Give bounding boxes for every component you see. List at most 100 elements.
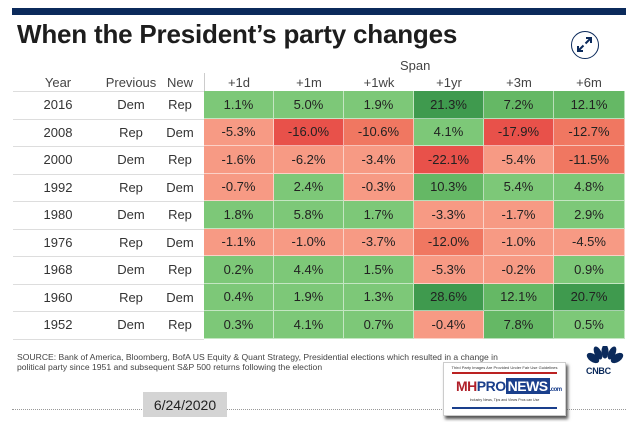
row-previous-label: Rep [119, 289, 143, 305]
expand-arrows-icon [577, 37, 592, 52]
row-year-label: 1976 [43, 234, 73, 250]
watermark-red-line [452, 372, 557, 374]
heatmap-cell: 1.9% [344, 91, 414, 119]
cnbc-peacock-logo-icon [586, 346, 624, 364]
heatmap-cell: -1.7% [484, 201, 554, 229]
heatmap-cell: 20.7% [554, 283, 625, 311]
heatmap-cell: -3.4% [344, 146, 414, 174]
heatmap-cell: -3.3% [414, 201, 484, 229]
row-new-label: Rep [168, 97, 192, 112]
heatmap-cell: -12.0% [414, 228, 484, 256]
column-header: +1yr [436, 75, 462, 90]
heatmap-cell: -22.1% [414, 146, 484, 174]
row-divider [13, 338, 204, 340]
heatmap-cell: -10.6% [344, 118, 414, 146]
heatmap-cell: 28.6% [414, 283, 484, 311]
cnbc-logo-text: CNBC [586, 366, 611, 376]
row-year-label: 1992 [43, 179, 73, 195]
chart-title: When the President’s party changes [17, 19, 458, 49]
row-year-label: 1960 [43, 289, 73, 305]
source-note: SOURCE: Bank of America, Bloomberg, BofA… [17, 352, 577, 372]
heatmap-cell: 0.4% [204, 283, 274, 311]
watermark-blue-line [452, 407, 557, 409]
watermark-brand-com: .com [549, 387, 563, 393]
heatmap-cell: -5.3% [204, 118, 274, 146]
watermark-brand-mh: MH [456, 378, 477, 394]
column-header: Year [44, 75, 72, 90]
row-new-label: Dem [166, 124, 194, 140]
heatmap-cell: 5.0% [274, 91, 344, 119]
heatmap-cell: 1.8% [204, 201, 274, 229]
top-accent-bar [12, 8, 626, 15]
column-header: +6m [576, 75, 602, 90]
watermark-caption: Third Party Images Are Provided Under Fa… [451, 365, 558, 370]
heatmap-cell: 0.7% [344, 311, 414, 339]
row-new-label: Dem [166, 234, 194, 250]
row-previous-label: Rep [119, 124, 143, 140]
row-previous-label: Dem [117, 262, 145, 277]
row-previous-label: Dem [117, 97, 145, 112]
heatmap-cell: 4.8% [554, 173, 625, 201]
column-header: +1m [296, 75, 322, 90]
heatmap-cell: 4.4% [274, 256, 344, 284]
heatmap-cell: 5.8% [274, 201, 344, 229]
row-previous-label: Rep [119, 234, 143, 250]
row-divider [13, 173, 204, 175]
heatmap-cell: 7.2% [484, 91, 554, 119]
row-divider [13, 118, 204, 120]
date-label: 6/24/2020 [143, 392, 227, 417]
row-divider [13, 146, 204, 147]
row-previous-label: Dem [117, 317, 145, 332]
heatmap-cell: 4.1% [414, 118, 484, 146]
heatmap-cell: -12.7% [554, 118, 625, 146]
heatmap-cell: 0.2% [204, 256, 274, 284]
heatmap-cell: 5.4% [484, 173, 554, 201]
row-new-label: Dem [166, 179, 194, 195]
heatmap-cell: 2.4% [274, 173, 344, 201]
watermark-brand: MHPRO NEWS .com [456, 378, 562, 394]
row-divider [13, 311, 204, 312]
heatmap-cell: 4.1% [274, 311, 344, 339]
heatmap-cell: 0.9% [554, 256, 625, 284]
watermark-tagline: Industry News, Tips and Views Pros can U… [469, 398, 540, 402]
watermark-brand-news: NEWS [505, 378, 550, 394]
heatmap-cell: 10.3% [414, 173, 484, 201]
column-header: +1wk [363, 75, 395, 90]
row-new-label: Rep [168, 317, 192, 332]
heatmap-cell: -1.0% [484, 228, 554, 256]
heatmap-cell: 1.9% [274, 283, 344, 311]
heatmap-cell: -0.7% [204, 173, 274, 201]
heatmap-cell: 0.3% [204, 311, 274, 339]
row-year-label: 2016 [43, 97, 73, 112]
header-separator [204, 73, 205, 91]
column-header: +1d [227, 75, 251, 90]
heatmap-cell: -1.6% [204, 146, 274, 174]
span-label: Span [400, 58, 431, 73]
row-previous-label: Rep [119, 179, 143, 195]
row-new-label: Rep [168, 207, 192, 222]
heatmap-cell: 7.8% [484, 311, 554, 339]
heatmap-cell: 1.1% [204, 91, 274, 119]
heatmap-cell: -1.0% [274, 228, 344, 256]
row-new-label: Rep [168, 262, 192, 277]
heatmap-cell: -1.1% [204, 228, 274, 256]
column-header: New [166, 75, 193, 90]
row-divider [13, 256, 204, 257]
watermark-brand-pro: PRO [476, 378, 506, 394]
row-year-label: 2008 [43, 124, 73, 140]
heatmap-cell: -5.3% [414, 256, 484, 284]
expand-button[interactable] [571, 31, 599, 59]
heatmap-cell: -16.0% [274, 118, 344, 146]
row-divider [13, 228, 204, 230]
watermark-logo: Third Party Images Are Provided Under Fa… [443, 362, 566, 416]
row-previous-label: Dem [117, 152, 145, 167]
heatmap-cell: -0.4% [414, 311, 484, 339]
heatmap-cell: -4.5% [554, 228, 625, 256]
heatmap-cell: 1.3% [344, 283, 414, 311]
heatmap-cell: -5.4% [484, 146, 554, 174]
column-header: Previous [105, 75, 157, 90]
heatmap-cell: 1.5% [344, 256, 414, 284]
heatmap-cell: 12.1% [554, 91, 625, 119]
row-divider [13, 91, 204, 92]
heatmap-cell: -0.2% [484, 256, 554, 284]
